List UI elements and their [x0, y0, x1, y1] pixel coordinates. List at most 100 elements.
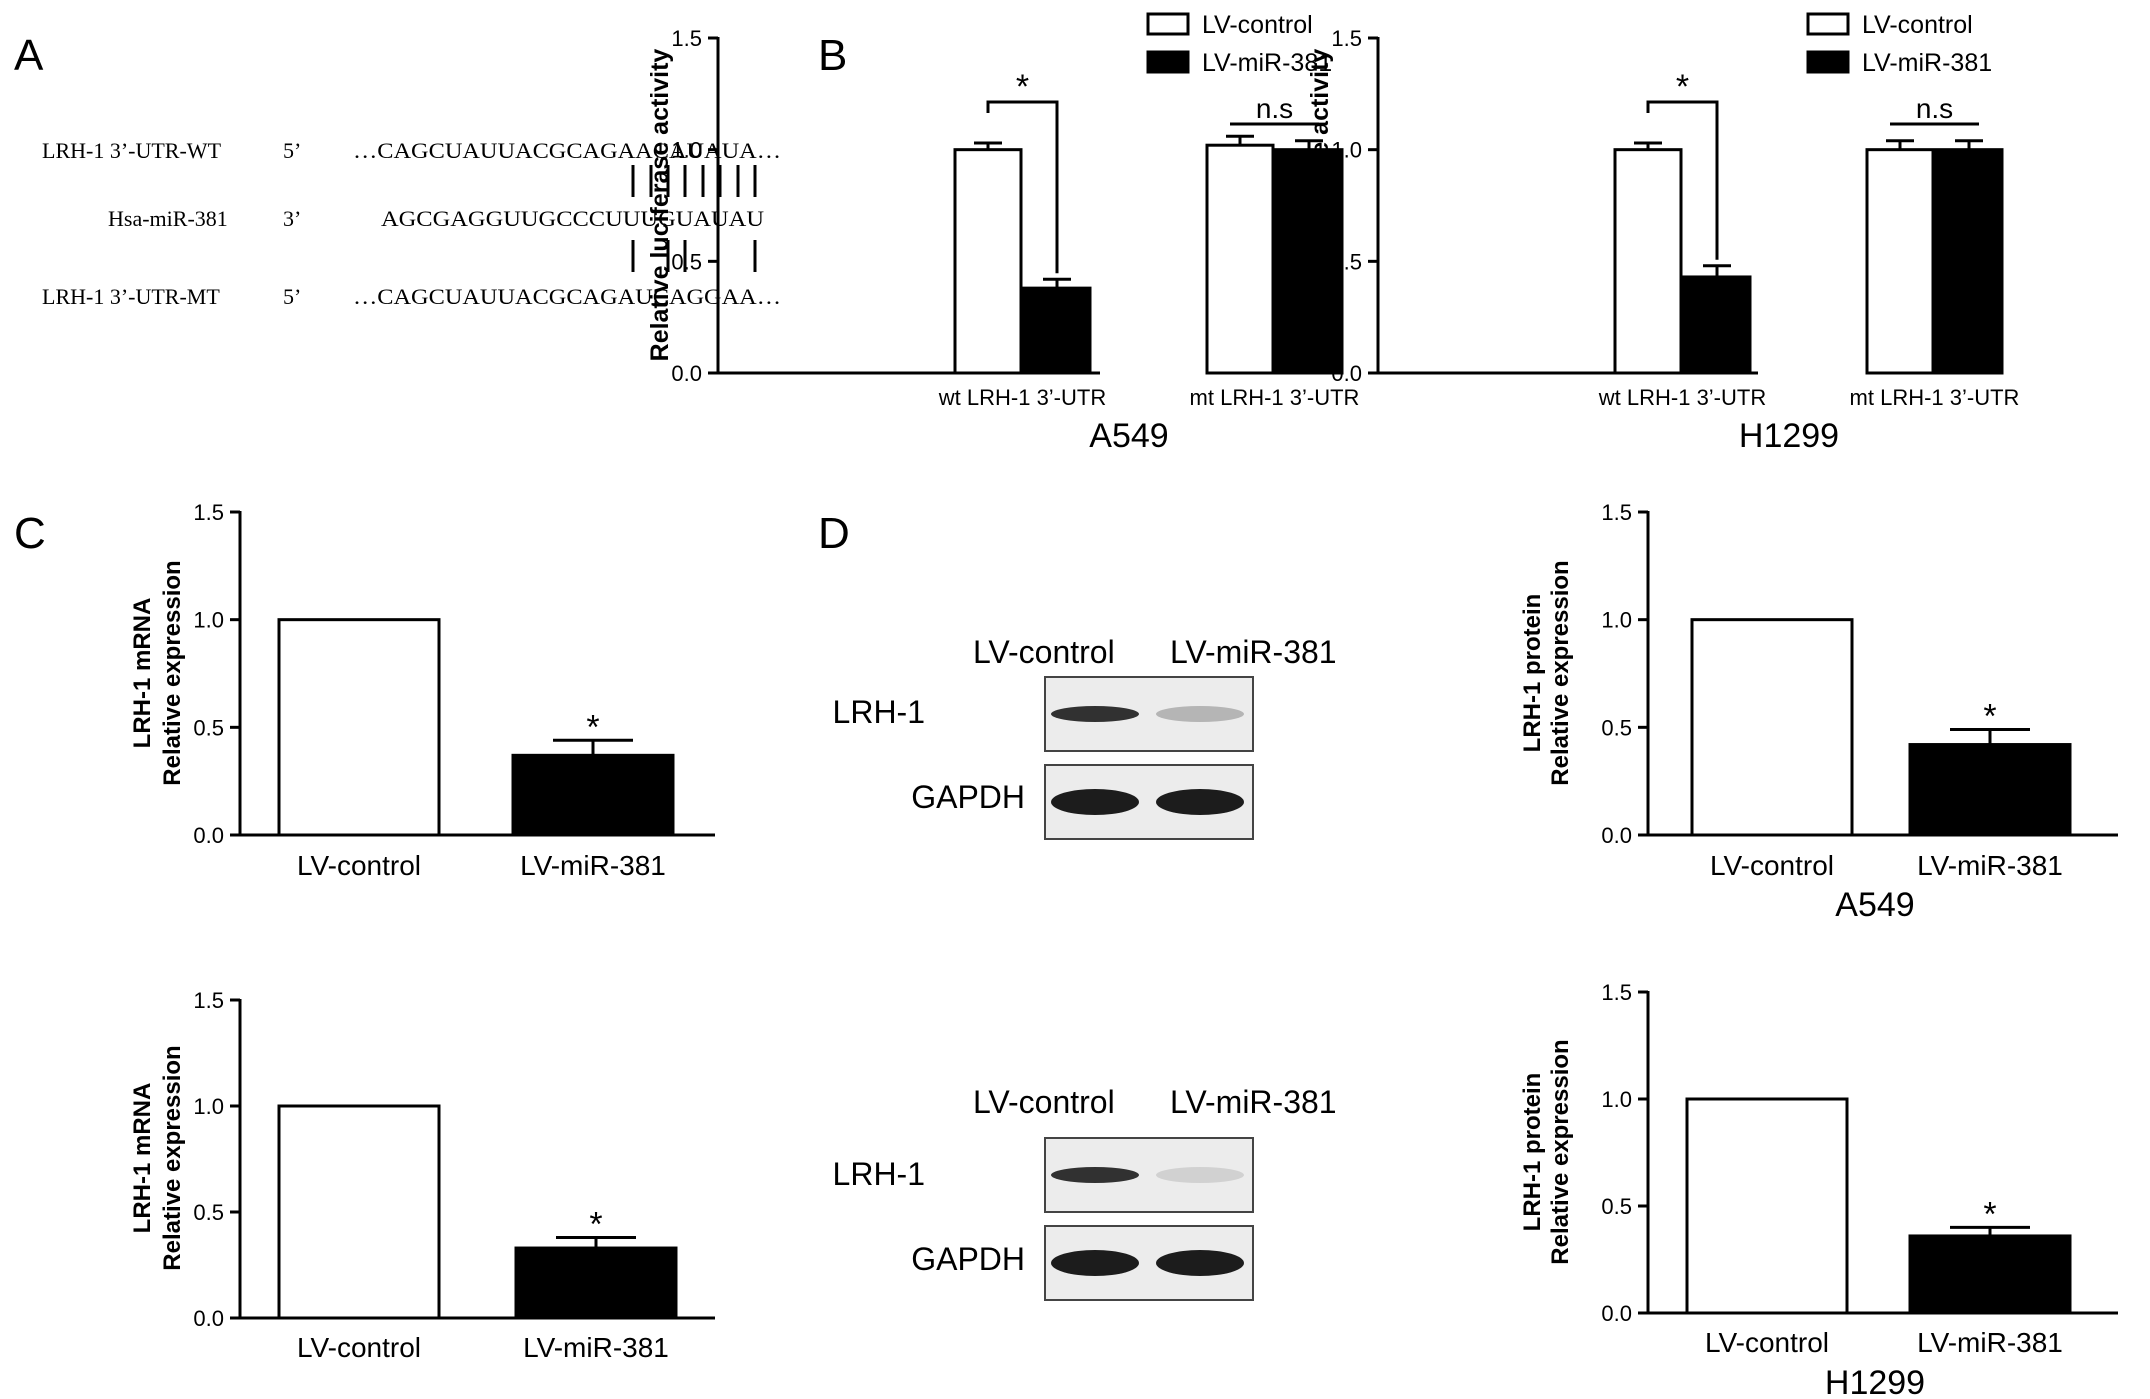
- y-axis-label: Relative luciferase activity: [646, 49, 674, 362]
- bar-control: [1690, 618, 1854, 837]
- seq-wt-end: 5’: [283, 138, 301, 163]
- bar-mir: [514, 1246, 678, 1320]
- significance-star: *: [589, 1205, 602, 1243]
- blot-row-label-lrh1: LRH-1: [833, 1156, 925, 1192]
- y-axis-label: Relative expression: [1547, 560, 1574, 785]
- significance-bracket: [986, 100, 1059, 274]
- y-tick-label: 0.0: [193, 823, 224, 848]
- bar-mir: [1022, 286, 1092, 375]
- bar-control: [1613, 148, 1683, 375]
- x-category-label: wt LRH-1 3’-UTR: [938, 385, 1106, 410]
- y-tick-label: 1.0: [1601, 1087, 1632, 1112]
- chart-c-mrna-a549: 0.0 0.5 1.0 1.5 LRH-1 mRNA Relative expressio…: [129, 500, 715, 881]
- bar-control: [1205, 143, 1275, 375]
- bar-control: [1865, 148, 1935, 375]
- chart-d-protein-h1299: 0.0 0.5 1.0 1.5 LRH-1 protein Relative expres…: [1519, 980, 2118, 1399]
- x-category-label: mt LRH-1 3’-UTR: [1190, 385, 1360, 410]
- bar-mir: [1908, 1234, 2072, 1315]
- x-category-label: wt LRH-1 3’-UTR: [1598, 385, 1766, 410]
- x-category-label: LV-control: [1705, 1327, 1829, 1358]
- blot-band: [1156, 789, 1244, 815]
- bar-control: [277, 1104, 441, 1320]
- blot-row-label-gapdh: GAPDH: [911, 779, 1025, 815]
- ns-label: n.s: [1256, 93, 1293, 124]
- y-tick-label: 0.0: [1331, 361, 1362, 386]
- seq-mir: AGCGAGGUUGCCCUUUGUAUAU: [381, 206, 764, 231]
- panel-label-d: D: [818, 509, 850, 558]
- significance-star: *: [586, 708, 599, 746]
- significance-star: *: [1983, 1195, 1996, 1233]
- blot-band: [1051, 706, 1139, 722]
- y-tick-label: 0.5: [1331, 249, 1362, 274]
- bar-mir: [1682, 275, 1752, 375]
- significance-star: *: [1983, 697, 1996, 735]
- seq-mir-end: 3’: [283, 206, 301, 231]
- y-tick-label: 0.0: [671, 361, 702, 386]
- y-tick-label: 0.0: [1601, 1301, 1632, 1326]
- seq-wt-name: LRH-1 3’-UTR-WT: [42, 138, 222, 163]
- x-category-label: LV-miR-381: [1917, 850, 2063, 881]
- y-axis-label: LRH-1 mRNA: [129, 598, 156, 749]
- legend-label-control: LV-control: [1202, 11, 1313, 39]
- x-category-label: LV-miR-381: [1917, 1327, 2063, 1358]
- y-tick-label: 0.5: [1601, 1194, 1632, 1219]
- panel-label-b: B: [818, 31, 847, 80]
- legend-swatch-control: [1146, 12, 1190, 36]
- y-tick-label: 1.5: [671, 26, 702, 51]
- y-tick-label: 1.0: [671, 138, 702, 163]
- panel-label-c: C: [14, 509, 46, 558]
- y-tick-label: 0.5: [193, 1200, 224, 1225]
- y-axis-label: Relative luciferase activity: [1306, 49, 1334, 362]
- bar-mir: [1274, 148, 1344, 375]
- cell-line-title: A549: [1089, 417, 1168, 455]
- blot-lane-label-mir: LV-miR-381: [1170, 1084, 1337, 1120]
- x-category-label: LV-control: [297, 1332, 421, 1363]
- blot-band: [1156, 1167, 1244, 1183]
- y-tick-label: 0.5: [1601, 715, 1632, 740]
- blot-band: [1051, 1167, 1139, 1183]
- significance-bracket: [1646, 100, 1719, 260]
- bar-control: [953, 148, 1023, 375]
- blot-band: [1156, 706, 1244, 722]
- blot-lane-label-control: LV-control: [973, 634, 1115, 670]
- y-axis-label: LRH-1 mRNA: [129, 1083, 156, 1234]
- y-axis-label: Relative expression: [159, 560, 186, 785]
- bar-mir: [511, 753, 675, 837]
- legend-label-mir: LV-miR-381: [1862, 49, 1992, 77]
- blot-band: [1051, 1250, 1139, 1276]
- blot-band: [1051, 789, 1139, 815]
- legend-swatch-control: [1806, 12, 1850, 36]
- y-tick-label: 1.5: [1601, 500, 1632, 525]
- western-blot-bottom: LV-control LV-miR-381 LRH-1 GAPDH: [833, 1084, 1337, 1301]
- y-tick-label: 0.0: [193, 1306, 224, 1331]
- pairing-marks-mt: [631, 240, 757, 272]
- blot-row-label-gapdh: GAPDH: [911, 1241, 1025, 1277]
- chart-d-protein-a549: 0.0 0.5 1.0 1.5 LRH-1 protein Relative expres…: [1519, 500, 2118, 924]
- panel-label-a: A: [14, 31, 44, 80]
- x-category-label: LV-miR-381: [520, 850, 666, 881]
- chart-c-mrna-h1299: 0.0 0.5 1.0 1.5 LRH-1 mRNA Relative expressio…: [129, 988, 715, 1363]
- bar-control: [277, 618, 441, 837]
- ns-label: n.s: [1916, 93, 1953, 124]
- seq-mt-end: 5’: [283, 284, 301, 309]
- y-tick-label: 1.0: [193, 608, 224, 633]
- y-tick-label: 1.5: [193, 500, 224, 525]
- blot-band: [1156, 1250, 1244, 1276]
- y-axis-label: LRH-1 protein: [1519, 594, 1546, 753]
- y-tick-label: 1.0: [193, 1094, 224, 1119]
- x-category-label: LV-miR-381: [523, 1332, 669, 1363]
- x-category-label: LV-control: [1710, 850, 1834, 881]
- y-tick-label: 1.5: [1331, 26, 1362, 51]
- legend-b-h1299: LV-control LV-miR-381: [1806, 11, 1992, 77]
- significance-star: *: [1016, 68, 1029, 106]
- cell-line-title: H1299: [1825, 1364, 1925, 1399]
- legend-swatch-mir: [1806, 50, 1850, 74]
- pairing-marks-wt: [631, 165, 757, 197]
- y-tick-label: 0.0: [1601, 823, 1632, 848]
- y-axis-label: LRH-1 protein: [1519, 1073, 1546, 1232]
- y-tick-label: 1.0: [1331, 138, 1362, 163]
- western-blot-top: LV-control LV-miR-381 LRH-1 GAPDH: [833, 634, 1337, 840]
- significance-star: *: [1676, 68, 1689, 106]
- legend-b-a549: LV-control LV-miR-381: [1146, 11, 1332, 77]
